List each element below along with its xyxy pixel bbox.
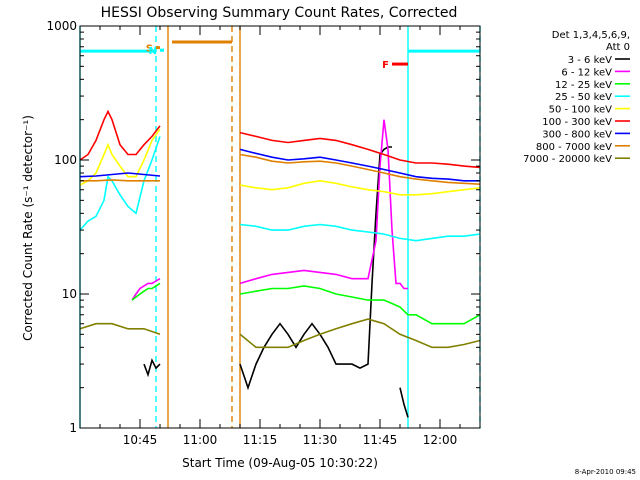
y-tick-label-0: 1 [69, 421, 77, 435]
series-5-line-1 [239, 131, 481, 169]
legend-label-7: 800 - 7000 keV [536, 142, 612, 153]
series-2-line-1 [239, 285, 481, 325]
series-6-line-0 [79, 172, 161, 178]
series-4-line-1 [239, 179, 481, 196]
series-3-line-1 [239, 223, 481, 242]
legend-header-line1: Det 1,3,4,5,6,9, [552, 30, 630, 41]
series-0-line-2 [399, 387, 409, 418]
legend-label-3: 25 - 50 keV [555, 92, 612, 103]
plot-area: SN F 1 10 100 1000 10:45 11:00 11:15 11:30 11:45 12… [46, 19, 481, 447]
legend-label-1: 6 - 12 keV [561, 67, 612, 78]
y-tick-label-1: 10 [62, 287, 77, 301]
x-tick-label-2: 11:15 [243, 433, 278, 447]
chart-title: HESSI Observing Summary Count Rates, Cor… [101, 5, 458, 21]
series-6-line-1 [239, 148, 480, 182]
status-bar-label-4: F [382, 60, 389, 71]
series-5-line-0 [79, 109, 161, 161]
x-axis-label: Start Time (09-Aug-05 10:30:22) [182, 456, 378, 470]
y-axis-label: Corrected Count Rate (s⁻¹ detector⁻¹) [21, 115, 35, 341]
series-4-line-0 [79, 128, 161, 186]
series-2-line-0 [131, 282, 161, 301]
axes-frame [79, 25, 481, 429]
x-tick-label-1: 11:00 [183, 433, 218, 447]
series-0-line-0 [143, 358, 161, 378]
legend-label-8: 7000 - 20000 keV [523, 154, 612, 165]
legend-label-0: 3 - 6 keV [568, 55, 612, 66]
x-tick-label-5: 12:00 [423, 433, 458, 447]
timestamp: 8-Apr-2010 09:45 [575, 468, 636, 476]
legend-label-5: 100 - 300 keV [542, 117, 612, 128]
status-bar-label-2: N [149, 46, 157, 57]
series-8-line-1 [239, 318, 481, 349]
legend-label-2: 12 - 25 keV [555, 80, 612, 91]
x-tick-label-3: 11:30 [303, 433, 338, 447]
y-tick-label-2: 100 [54, 153, 77, 167]
series-1-line-1 [239, 119, 408, 290]
series-7-line-1 [239, 153, 481, 185]
legend-header-line2: Att 0 [606, 42, 630, 53]
x-tick-label-0: 10:45 [123, 433, 158, 447]
series-7-line-0 [80, 179, 160, 182]
y-tick-label-3: 1000 [46, 19, 77, 33]
series-3-line-0 [79, 136, 161, 231]
legend-label-4: 50 - 100 keV [549, 105, 613, 116]
x-tick-label-4: 11:45 [363, 433, 398, 447]
series-0-line-1 [239, 146, 392, 391]
series-1-line-0 [131, 278, 161, 301]
legend-label-6: 300 - 800 keV [542, 129, 612, 140]
status-bar-label-1: S [146, 44, 153, 55]
series-8-line-0 [79, 322, 161, 336]
